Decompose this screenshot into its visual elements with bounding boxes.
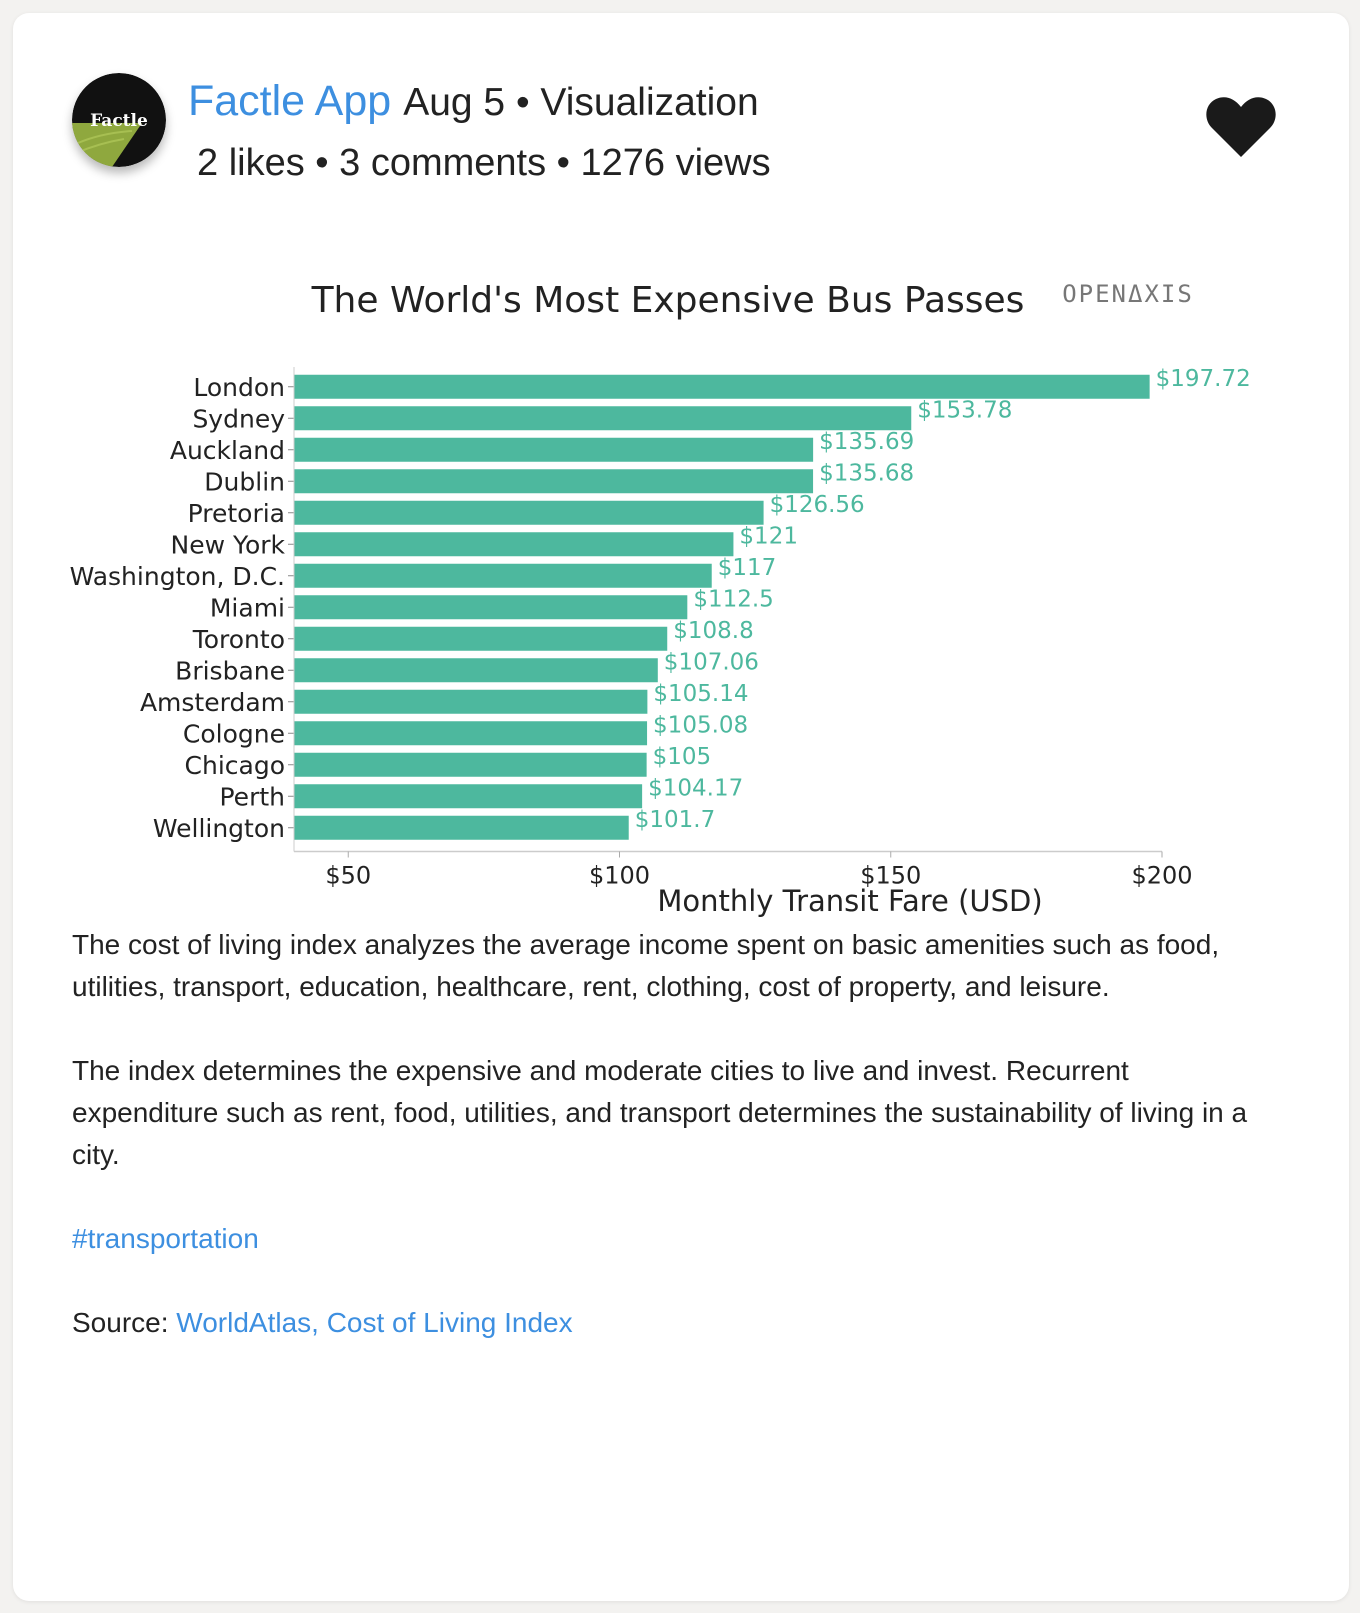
value-label: $135.68 (819, 460, 914, 486)
hashtag-link[interactable]: #transportation (72, 1223, 259, 1254)
bar-brisbane (294, 658, 658, 683)
value-label: $135.69 (819, 429, 914, 455)
value-label: $126.56 (770, 492, 865, 518)
bar-dublin (294, 469, 814, 494)
y-tick-label: Brisbane (175, 656, 285, 685)
value-label: $104.17 (648, 775, 743, 801)
y-tick-label: Auckland (170, 436, 285, 465)
bar-chicago (294, 752, 647, 777)
chart-bars: $197.72 $153.78$135.69 $135.68 $126.56 $121 $… (294, 366, 1251, 840)
factle-logo: Factle (72, 73, 166, 167)
source-line: Source: WorldAtlas, Cost of Living Index (72, 1302, 1272, 1344)
value-label: $197.72 (1156, 366, 1251, 392)
x-tick-label: $150 (860, 862, 921, 890)
bar-sydney (294, 406, 912, 431)
value-label: $107.06 (664, 649, 759, 675)
y-tick-label: Miami (210, 593, 285, 622)
x-tick-label: $50 (325, 862, 371, 890)
bar-new-york (294, 532, 734, 557)
value-label: $112.5 (693, 586, 773, 612)
x-tick-label: $100 (589, 862, 650, 890)
bar-wellington (294, 815, 629, 840)
bar-toronto (294, 626, 668, 651)
bar-cologne (294, 721, 648, 746)
post-header: Factle App Aug 5 • Visualization (188, 73, 759, 131)
post-stats: 2 likes • 3 comments • 1276 views (197, 142, 771, 184)
bar-amsterdam (294, 689, 648, 714)
value-label: $105.14 (653, 681, 748, 707)
y-tick-label: Sydney (192, 404, 285, 433)
y-tick-label: Chicago (185, 751, 285, 780)
post-body: The cost of living index analyzes the av… (72, 924, 1272, 1344)
heart-icon (1206, 97, 1276, 157)
value-label: $101.7 (635, 807, 715, 833)
y-tick-label: Dublin (204, 467, 285, 496)
value-label: $153.78 (917, 397, 1012, 423)
x-tick-label: $200 (1131, 862, 1192, 890)
x-axis-label: Monthly Transit Fare (USD) (657, 884, 1042, 918)
avatar-text: Factle (90, 111, 148, 131)
bar-perth (294, 784, 643, 809)
chart-svg: The World's Most Expensive Bus Passes OP… (70, 280, 1251, 918)
body-paragraph-2: The index determines the expensive and m… (72, 1055, 1248, 1170)
post-card: Factle Factle App Aug 5 • Visualization 2… (13, 13, 1349, 1601)
source-label: Source: (72, 1307, 177, 1338)
y-tick-label: Amsterdam (140, 688, 285, 717)
source-link[interactable]: WorldAtlas, Cost of Living Index (176, 1307, 573, 1338)
y-tick-label: Perth (220, 782, 286, 811)
avatar[interactable]: Factle (72, 73, 166, 167)
value-label: $108.8 (673, 618, 753, 644)
y-tick-label: New York (171, 530, 286, 559)
value-label: $105 (653, 744, 712, 770)
app-name-link[interactable]: Factle App (188, 77, 392, 125)
like-button[interactable] (1206, 95, 1276, 159)
post-date-category: Aug 5 • Visualization (403, 81, 759, 124)
bar-washington-d-c- (294, 563, 712, 588)
value-label: $121 (739, 523, 798, 549)
value-label: $105.08 (653, 712, 748, 738)
bar-chart: The World's Most Expensive Bus Passes OP… (58, 248, 1318, 938)
bar-pretoria (294, 500, 764, 525)
value-label: $117 (718, 555, 777, 581)
y-tick-label: Washington, D.C. (70, 562, 285, 591)
y-tick-label: Cologne (183, 719, 285, 748)
body-paragraph-1: The cost of living index analyzes the av… (72, 929, 1220, 1002)
y-tick-label: Toronto (192, 625, 285, 654)
y-tick-label: Wellington (153, 814, 285, 843)
bar-auckland (294, 437, 814, 462)
bar-london (294, 374, 1150, 399)
chart-title: The World's Most Expensive Bus Passes (311, 280, 1025, 321)
y-tick-label: Pretoria (188, 499, 285, 528)
bar-miami (294, 595, 688, 620)
chart-watermark: OPENΔXIS (1062, 280, 1194, 308)
y-tick-label: London (193, 373, 285, 402)
